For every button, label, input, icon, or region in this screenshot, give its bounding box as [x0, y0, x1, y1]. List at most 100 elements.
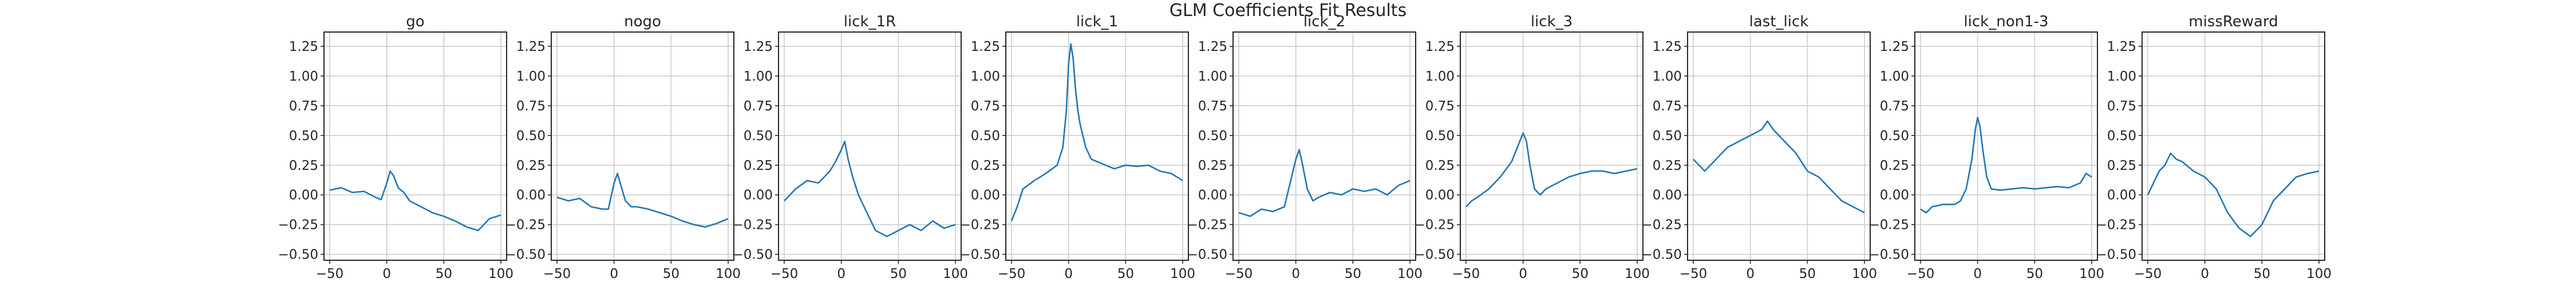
- x-tick-label: −50: [543, 267, 571, 281]
- y-tick-label: −0.25: [2096, 218, 2136, 233]
- x-tick-label: −50: [998, 267, 1026, 281]
- subplot-nogo: −50 0 50 100 −0.50 −0.25 0.00 0.25 0.50 0.75 1.00 1…: [505, 13, 741, 281]
- y-tick-label: 1.00: [1880, 69, 1909, 84]
- x-tick-label: 50: [1117, 267, 1134, 281]
- x-tick-label: 100: [1397, 267, 1423, 281]
- y-tick-label: −0.25: [960, 218, 1000, 233]
- y-tick-label: 0.25: [1880, 158, 1909, 173]
- x-tick-label: 0: [2200, 267, 2209, 281]
- x-tick-label: −50: [2134, 267, 2162, 281]
- x-tick-label: 50: [1345, 267, 1361, 281]
- y-tick-label: 0.75: [1425, 99, 1455, 114]
- x-tick-label: 0: [382, 267, 391, 281]
- y-tick-label: 0.75: [1880, 99, 1909, 114]
- y-tick-label: 0.50: [516, 129, 546, 144]
- axes-frame: [1687, 31, 1871, 261]
- y-tick-label: 0.50: [971, 129, 1000, 144]
- x-tick-label: 100: [1625, 267, 1650, 281]
- y-tick-label: 0.50: [289, 129, 318, 144]
- y-tick-label: 1.25: [1198, 39, 1227, 54]
- subplot-title: missReward: [2188, 13, 2278, 30]
- y-tick-label: 0.75: [289, 99, 318, 114]
- x-tick-label: 100: [2079, 267, 2104, 281]
- subplot-missReward: −50 0 50 100 −0.50 −0.25 0.00 0.25 0.50 0.75 1.00 1…: [2096, 13, 2332, 281]
- y-tick-label: −0.50: [733, 248, 773, 263]
- x-tick-label: 100: [716, 267, 741, 281]
- y-tick-label: 0.50: [1880, 129, 1909, 144]
- y-tick-label: 1.25: [1880, 39, 1909, 54]
- y-tick-label: 0.25: [289, 158, 318, 173]
- y-tick-label: 0.50: [744, 129, 773, 144]
- axes-frame: [1232, 31, 1416, 261]
- y-tick-label: −0.25: [505, 218, 546, 233]
- y-tick-label: −0.25: [733, 218, 773, 233]
- x-tick-label: 50: [2026, 267, 2043, 281]
- y-tick-label: 1.00: [1653, 69, 1682, 84]
- y-tick-label: 1.00: [744, 69, 773, 84]
- y-tick-label: 0.75: [2107, 99, 2136, 114]
- y-tick-label: 0.25: [1653, 158, 1682, 173]
- series-line-missReward: [2147, 152, 2320, 237]
- x-tick-label: 100: [2306, 267, 2332, 281]
- y-tick-label: 0.50: [1653, 129, 1682, 144]
- x-tick-label: 50: [663, 267, 679, 281]
- y-tick-label: 0.00: [516, 188, 546, 203]
- series-line-lick_3: [1465, 132, 1638, 208]
- x-tick-label: 0: [1746, 267, 1755, 281]
- axes-frame: [1005, 31, 1189, 261]
- y-tick-label: −0.25: [1869, 218, 1909, 233]
- y-tick-label: 0.25: [971, 158, 1000, 173]
- x-tick-label: 0: [1973, 267, 1982, 281]
- y-tick-label: 1.25: [1425, 39, 1455, 54]
- axes-frame: [1460, 31, 1643, 261]
- series-line-lick_2: [1238, 149, 1411, 217]
- subplot-last_lick: −50 0 50 100 −0.50 −0.25 0.00 0.25 0.50 0.75 1.00 1…: [1642, 13, 1877, 281]
- subplot-title: last_lick: [1749, 13, 1809, 30]
- subplot-title: lick_2: [1303, 13, 1345, 30]
- axes-frame: [2142, 31, 2325, 261]
- y-tick-label: 1.25: [516, 39, 546, 54]
- subplot-lick_1R: −50 0 50 100 −0.50 −0.25 0.00 0.25 0.50 0.75 1.00 1…: [733, 13, 968, 281]
- x-tick-label: 50: [890, 267, 907, 281]
- y-tick-label: −0.50: [2096, 248, 2136, 263]
- x-tick-label: 0: [1519, 267, 1527, 281]
- y-tick-label: −0.50: [505, 248, 546, 263]
- y-tick-label: 1.00: [1425, 69, 1455, 84]
- x-tick-label: 50: [1799, 267, 1816, 281]
- subplot-go: −50 0 50 100 −0.50 −0.25 0.00 0.25 0.50 0.75 1.00 1…: [278, 13, 513, 281]
- subplot-title: lick_1R: [844, 13, 896, 30]
- subplot-lick_2: −50 0 50 100 −0.50 −0.25 0.00 0.25 0.50 0.75 1.00 1…: [1187, 13, 1423, 281]
- y-tick-label: −0.50: [1415, 248, 1455, 263]
- y-tick-label: 1.25: [289, 39, 318, 54]
- panels-group: −50 0 50 100 −0.50 −0.25 0.00 0.25 0.50 0.75 1.00 1…: [278, 13, 2332, 281]
- y-tick-label: 1.25: [1653, 39, 1682, 54]
- series-line-lick_non1-3: [1920, 117, 2092, 214]
- x-tick-label: 0: [1064, 267, 1073, 281]
- x-tick-label: 50: [2254, 267, 2270, 281]
- x-tick-label: 50: [1572, 267, 1589, 281]
- y-tick-label: −0.50: [1869, 248, 1909, 263]
- x-tick-label: 50: [436, 267, 452, 281]
- x-tick-label: 0: [837, 267, 846, 281]
- y-tick-label: 0.00: [744, 188, 773, 203]
- y-tick-label: 0.00: [2107, 188, 2136, 203]
- axes-frame: [1914, 31, 2098, 261]
- x-tick-label: −50: [1225, 267, 1253, 281]
- x-tick-label: 100: [488, 267, 513, 281]
- x-tick-label: 0: [610, 267, 618, 281]
- x-tick-label: 0: [1291, 267, 1300, 281]
- subplot-lick_1: −50 0 50 100 −0.50 −0.25 0.00 0.25 0.50 0.75 1.00 1…: [960, 13, 1195, 281]
- x-tick-label: −50: [1452, 267, 1480, 281]
- axes-frame: [551, 31, 734, 261]
- y-tick-label: 0.00: [1425, 188, 1455, 203]
- y-tick-label: 1.25: [744, 39, 773, 54]
- axes-frame: [323, 31, 507, 261]
- y-tick-label: 0.25: [516, 158, 546, 173]
- x-tick-label: −50: [771, 267, 799, 281]
- y-tick-label: −0.25: [1187, 218, 1227, 233]
- y-tick-label: 0.25: [1198, 158, 1227, 173]
- y-tick-label: 1.00: [289, 69, 318, 84]
- y-tick-label: 0.75: [1653, 99, 1682, 114]
- subplot-title: lick_non1-3: [1963, 13, 2048, 30]
